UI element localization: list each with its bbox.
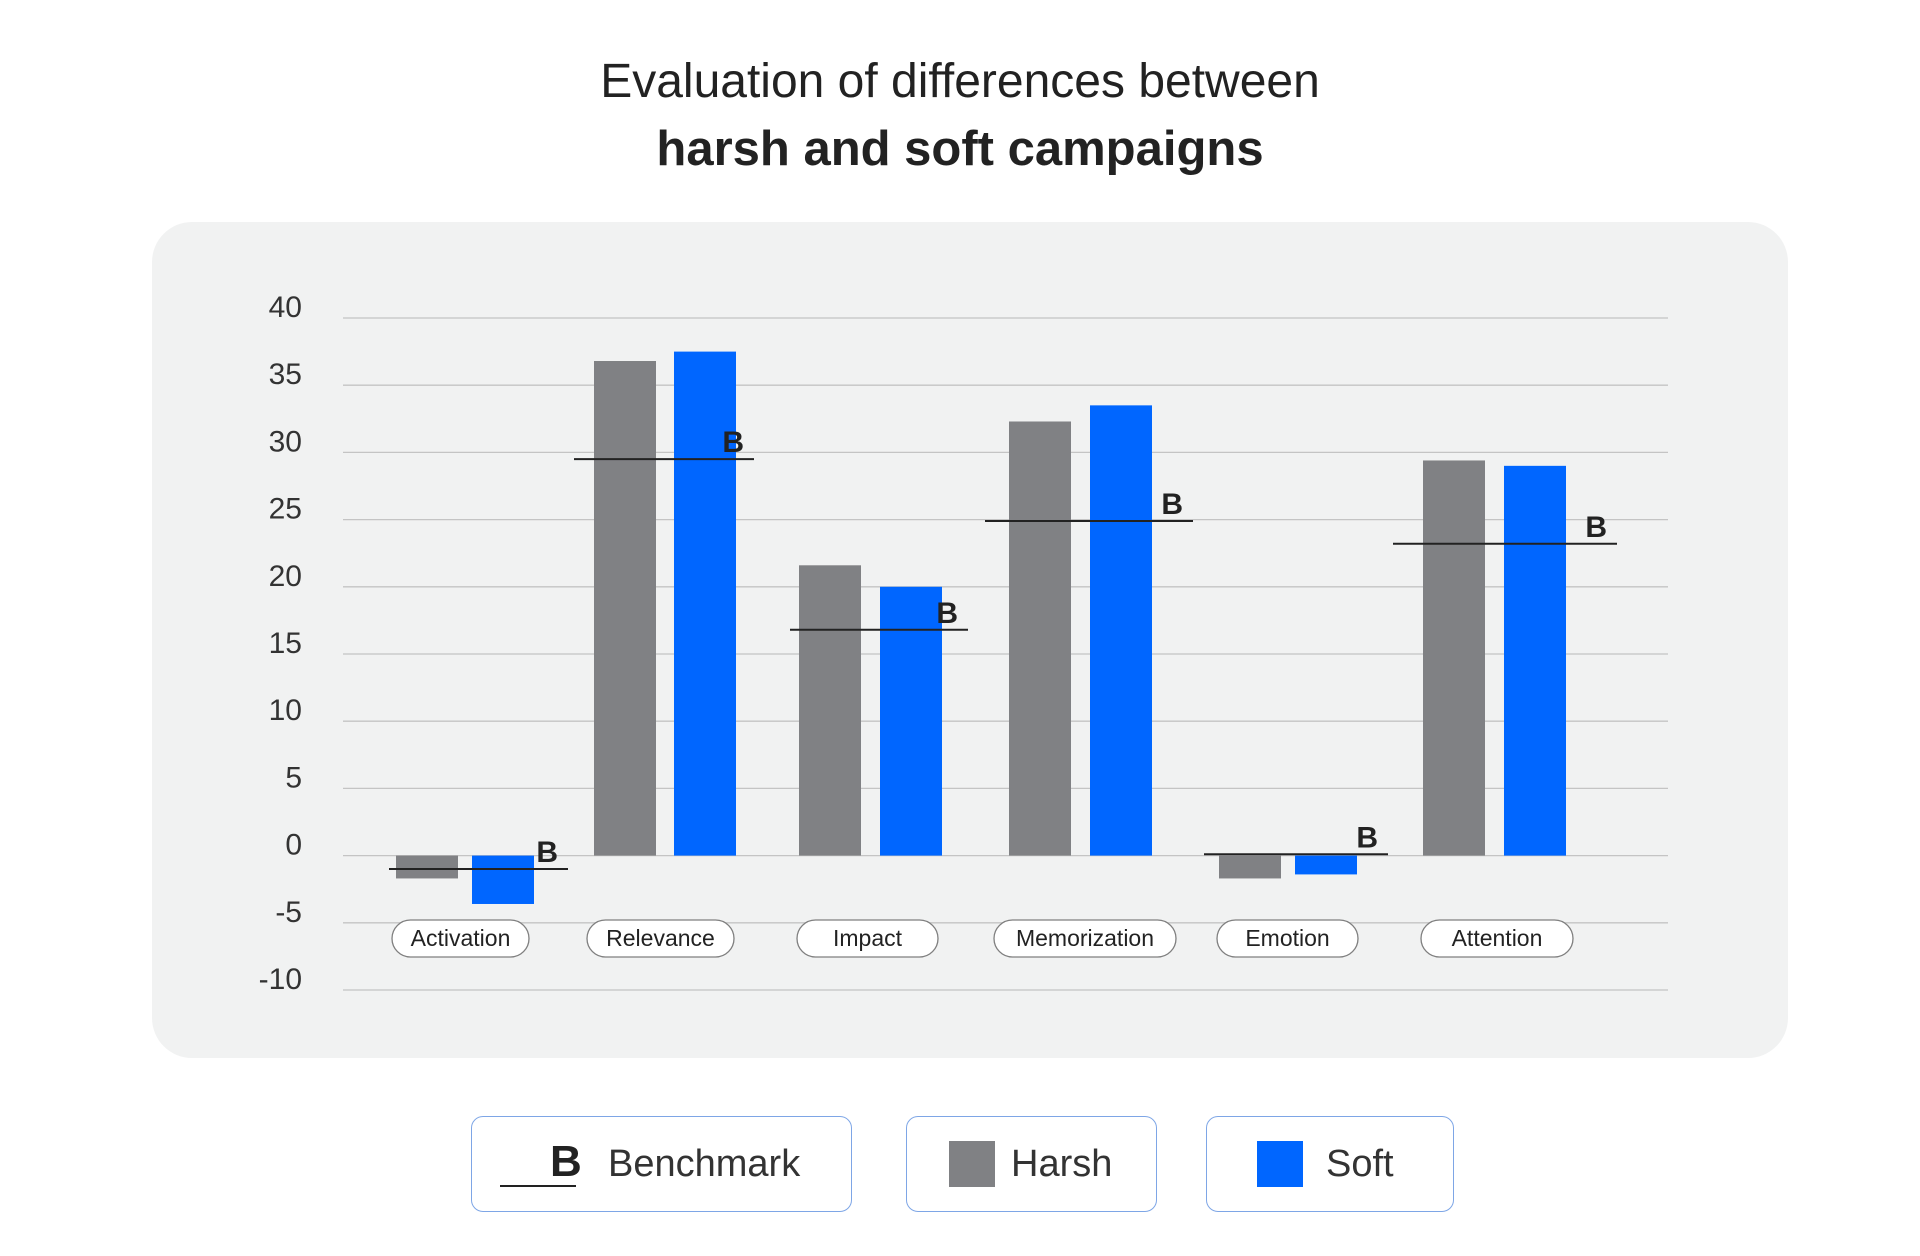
legend-harsh-label: Harsh	[1011, 1143, 1113, 1185]
y-tick-label: 10	[269, 694, 302, 727]
category-pill	[1420, 919, 1574, 958]
legend-soft: Soft	[1206, 1116, 1454, 1212]
soft-bar	[880, 586, 942, 856]
soft-swatch	[1257, 1141, 1303, 1187]
benchmark-marker: B	[1356, 821, 1378, 854]
x-tick-label: Relevance	[606, 925, 715, 951]
chart-subtitle: harsh and soft campaigns	[656, 122, 1264, 176]
harsh-bar	[1009, 421, 1071, 856]
benchmark-marker: B	[1161, 488, 1183, 521]
soft-bar	[1295, 855, 1357, 875]
benchmark-marker: B	[1585, 511, 1607, 544]
y-tick-label: 35	[269, 358, 302, 391]
harsh-bar	[799, 565, 861, 856]
harsh-bar	[1219, 855, 1281, 879]
y-tick-label: 25	[269, 493, 302, 526]
legend-benchmark: B Benchmark	[471, 1116, 852, 1212]
y-tick-label: 30	[269, 425, 302, 458]
soft-bar	[1504, 465, 1566, 856]
y-tick-label: -10	[259, 963, 302, 996]
benchmark-marker: B	[536, 836, 558, 869]
benchmark-marker: B	[722, 426, 744, 459]
benchmark-marker: B	[936, 597, 958, 630]
y-tick-label: 15	[269, 627, 302, 660]
harsh-swatch	[949, 1141, 995, 1187]
y-tick-label: 0	[285, 829, 302, 862]
category-pill	[796, 919, 939, 958]
chart-title-block: Evaluation of differences between harsh …	[0, 48, 1920, 182]
harsh-bar	[1423, 460, 1485, 856]
y-tick-label: 20	[269, 560, 302, 593]
soft-bar	[472, 855, 534, 904]
x-tick-label: Emotion	[1245, 925, 1329, 951]
category-pill	[1216, 919, 1359, 958]
legend-benchmark-label: Benchmark	[608, 1143, 801, 1185]
x-tick-label: Activation	[411, 925, 511, 951]
soft-bar	[674, 351, 736, 856]
legend-harsh: Harsh	[906, 1116, 1157, 1212]
x-tick-label: Attention	[1452, 925, 1543, 951]
harsh-bar	[594, 361, 656, 856]
benchmark-symbol: B	[550, 1137, 582, 1186]
category-pill	[391, 919, 530, 958]
y-tick-label: -5	[275, 896, 302, 929]
harsh-bar	[396, 855, 458, 879]
legend-soft-label: Soft	[1326, 1143, 1394, 1185]
category-pill	[993, 919, 1177, 958]
chart-panel: 40 35 30 25 20 15 10 5 0 -5 -10 B B B B B B Activation Rel…	[152, 222, 1788, 1058]
y-tick-label: 5	[285, 761, 302, 794]
benchmark-line-icon	[500, 1185, 576, 1187]
x-tick-label: Memorization	[1016, 925, 1154, 951]
y-tick-label: 40	[269, 291, 302, 324]
x-tick-label: Impact	[833, 925, 903, 951]
chart-title: Evaluation of differences between	[600, 55, 1320, 108]
chart-svg: 40 35 30 25 20 15 10 5 0 -5 -10 B B B B B B Activation Rel…	[259, 291, 1668, 996]
category-pill	[586, 919, 735, 958]
soft-bar	[1090, 405, 1152, 856]
